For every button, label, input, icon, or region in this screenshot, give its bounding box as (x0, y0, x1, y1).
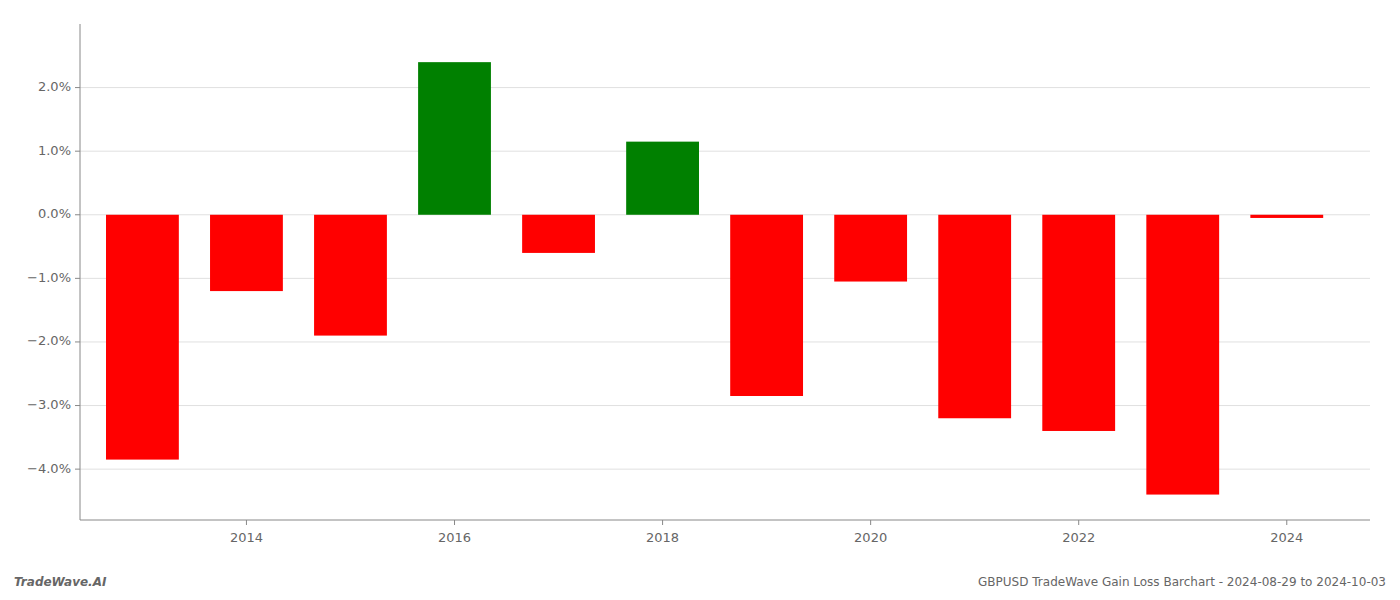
bar (314, 215, 387, 336)
bar (626, 142, 699, 215)
y-tick (75, 151, 80, 152)
bar (106, 215, 179, 460)
bar (522, 215, 595, 253)
y-tick (75, 278, 80, 279)
x-axis-line (80, 520, 1370, 521)
y-tick-label: −3.0% (27, 397, 71, 412)
y-tick-label: −2.0% (27, 333, 71, 348)
bar (1042, 215, 1115, 431)
x-tick-label: 2024 (1270, 530, 1303, 545)
bars (106, 62, 1323, 494)
grid-line (80, 87, 1370, 88)
bar (938, 215, 1011, 418)
footer-right: GBPUSD TradeWave Gain Loss Barchart - 20… (978, 575, 1386, 589)
y-tick (75, 341, 80, 342)
y-tick-label: −1.0% (27, 270, 71, 285)
x-tick-label: 2014 (230, 530, 263, 545)
y-tick-label: 1.0% (38, 143, 71, 158)
axes: −4.0% −3.0% −2.0% −1.0% 0.0% 1.0% 2.0% 2014 2016… (27, 24, 1370, 545)
x-tick (246, 520, 247, 525)
bar (1146, 215, 1219, 495)
grid-line (80, 151, 1370, 152)
x-tick (454, 520, 455, 525)
y-tick (75, 469, 80, 470)
x-tick-label: 2020 (854, 530, 887, 545)
x-tick (1078, 520, 1079, 525)
y-axis-line (80, 24, 81, 520)
y-tick (75, 405, 80, 406)
x-tick (662, 520, 663, 525)
bar (210, 215, 283, 291)
x-tick-label: 2018 (646, 530, 679, 545)
x-tick (870, 520, 871, 525)
y-tick (75, 87, 80, 88)
chart: −4.0% −3.0% −2.0% −1.0% 0.0% 1.0% 2.0% 2014 2016… (0, 0, 1400, 600)
bar (730, 215, 803, 396)
y-tick (75, 214, 80, 215)
bar (834, 215, 907, 282)
y-tick-label: 2.0% (38, 79, 71, 94)
bar (1250, 215, 1323, 218)
y-tick-label: 0.0% (38, 206, 71, 221)
footer-left: TradeWave.AI (14, 575, 107, 589)
bar (418, 62, 491, 215)
x-tick (1286, 520, 1287, 525)
x-tick-label: 2022 (1062, 530, 1095, 545)
x-tick-label: 2016 (438, 530, 471, 545)
y-tick-label: −4.0% (27, 461, 71, 476)
